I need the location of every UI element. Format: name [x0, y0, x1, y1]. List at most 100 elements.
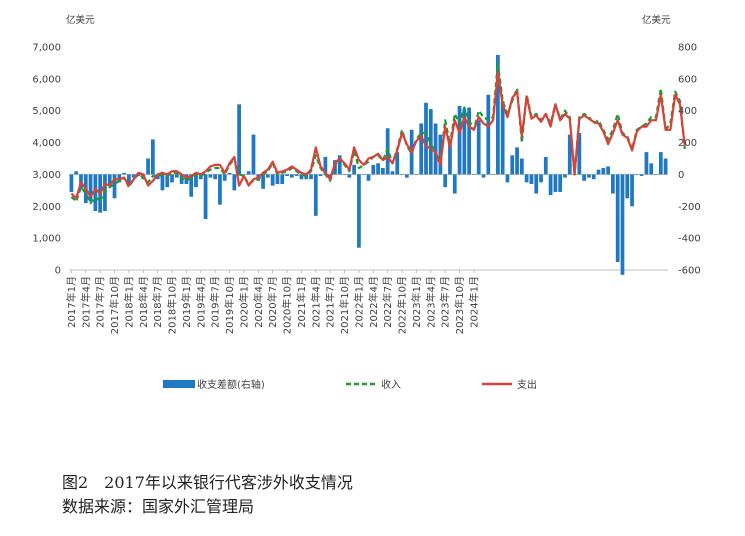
balance-bar	[419, 123, 424, 175]
balance-bar	[294, 174, 299, 177]
x-axis-tick-label: 2018年1月	[122, 276, 135, 328]
balance-bar	[285, 174, 289, 177]
balance-bar	[553, 174, 558, 192]
x-axis-tick-label: 2017年7月	[94, 276, 107, 328]
balance-bar	[203, 174, 208, 220]
balance-bar	[127, 174, 131, 184]
legend: 收支差额(右轴) 收入 支出	[163, 378, 537, 391]
balance-bar	[347, 174, 352, 178]
balance-bar	[342, 174, 347, 175]
balance-bar	[452, 174, 457, 194]
balance-bar	[218, 174, 222, 205]
balance-bar	[213, 174, 218, 180]
balance-bar	[654, 174, 658, 175]
left-axis-tick-label: 1,000	[32, 234, 61, 245]
balance-bar	[620, 174, 625, 275]
x-axis-tick-label: 2020年7月	[266, 276, 279, 328]
x-axis-tick-label: 2023年4月	[424, 276, 437, 328]
left-axis-tick-label: 5,000	[32, 106, 61, 117]
right-axis-tick-label: -600	[678, 266, 701, 277]
x-axis-tick-label: 2021年1月	[295, 276, 308, 328]
balance-bar	[165, 174, 170, 188]
balance-bar	[438, 134, 443, 175]
balance-bar	[582, 174, 587, 181]
balance-bar	[381, 168, 385, 175]
balance-bar	[486, 94, 491, 175]
balance-bar	[160, 174, 165, 191]
x-axis-tick-label: 2021年10月	[338, 276, 351, 334]
x-axis-tick-label: 2020年4月	[252, 276, 265, 328]
balance-bar	[591, 174, 596, 180]
balance-bar	[265, 174, 270, 178]
balance-bar	[371, 164, 376, 175]
balance-bar	[625, 174, 630, 199]
tick-labels: 0 1,000 2,000 3,000 4,000 5,000 6,000 7,000 -600…	[32, 43, 700, 335]
balance-bar	[69, 174, 74, 192]
balance-bar	[174, 174, 179, 178]
balance-bar	[313, 174, 318, 216]
balance-bar	[563, 174, 567, 178]
x-axis-tick-label: 2021年4月	[309, 276, 322, 328]
balance-bar	[275, 174, 280, 184]
balance-bar	[424, 102, 428, 175]
x-axis-tick-label: 2023年7月	[439, 276, 452, 328]
balance-bar	[280, 174, 285, 184]
balance-bar	[93, 174, 98, 212]
right-axis-tick-label: 800	[678, 43, 697, 54]
balance-bar	[567, 134, 572, 175]
x-axis-tick-label: 2020年1月	[237, 276, 250, 328]
legend-balance-swatch	[163, 380, 195, 388]
balance-bar	[337, 155, 342, 175]
balance-bar	[131, 174, 136, 178]
balance-bar	[194, 174, 198, 188]
x-axis-tick-label: 2018年10月	[166, 276, 179, 334]
balance-bar	[519, 158, 524, 175]
x-axis-tick-label: 2024年1月	[467, 276, 480, 328]
left-axis-tick-label: 7,000	[32, 43, 61, 54]
balance-bar	[246, 171, 251, 175]
x-axis-tick-label: 2023年10月	[453, 276, 466, 334]
balance-bar	[184, 174, 189, 184]
x-axis-tick-label: 2020年10月	[281, 276, 294, 334]
balance-bar	[481, 174, 486, 178]
x-axis-tick-label: 2019年7月	[209, 276, 222, 328]
balance-bar	[433, 123, 438, 175]
balance-bar	[261, 174, 265, 189]
balance-bar	[601, 168, 606, 175]
x-axis-tick-label: 2022年4月	[367, 276, 380, 328]
right-axis-tick-label: 600	[678, 74, 697, 85]
balance-bar	[577, 133, 582, 175]
x-axis-tick-label: 2017年4月	[79, 276, 92, 328]
balance-bar	[658, 152, 663, 175]
balance-bar	[615, 174, 620, 263]
balance-bar	[515, 147, 519, 175]
balance-bar	[395, 152, 400, 175]
balance-bar	[548, 174, 553, 196]
balance-bar	[232, 174, 237, 191]
balance-bar	[376, 163, 380, 175]
left-axis-tick-label: 6,000	[32, 74, 61, 85]
balance-bar	[357, 174, 361, 248]
balance-bar	[227, 172, 232, 175]
balance-bar	[462, 109, 467, 175]
balance-bar	[596, 169, 601, 175]
balance-bar	[663, 158, 668, 175]
balance-bar	[644, 152, 649, 175]
balance-bar	[333, 160, 337, 175]
balance-bar	[457, 105, 462, 175]
left-axis-tick-label: 0	[55, 266, 61, 277]
balance-bar	[222, 174, 227, 181]
legend-income-label: 收入	[381, 378, 401, 391]
balance-bar	[472, 174, 476, 175]
balance-bar	[390, 171, 395, 175]
balance-bar	[208, 174, 213, 178]
balance-bar	[634, 174, 639, 175]
balance-bar	[606, 166, 610, 175]
balance-bar	[611, 174, 615, 194]
balance-bar	[491, 174, 495, 175]
balance-bar	[649, 163, 654, 175]
balance-bar	[170, 174, 174, 183]
left-axis-unit: 亿美元	[66, 14, 95, 26]
balance-bar	[539, 174, 543, 183]
x-axis-tick-label: 2022年10月	[396, 276, 409, 334]
